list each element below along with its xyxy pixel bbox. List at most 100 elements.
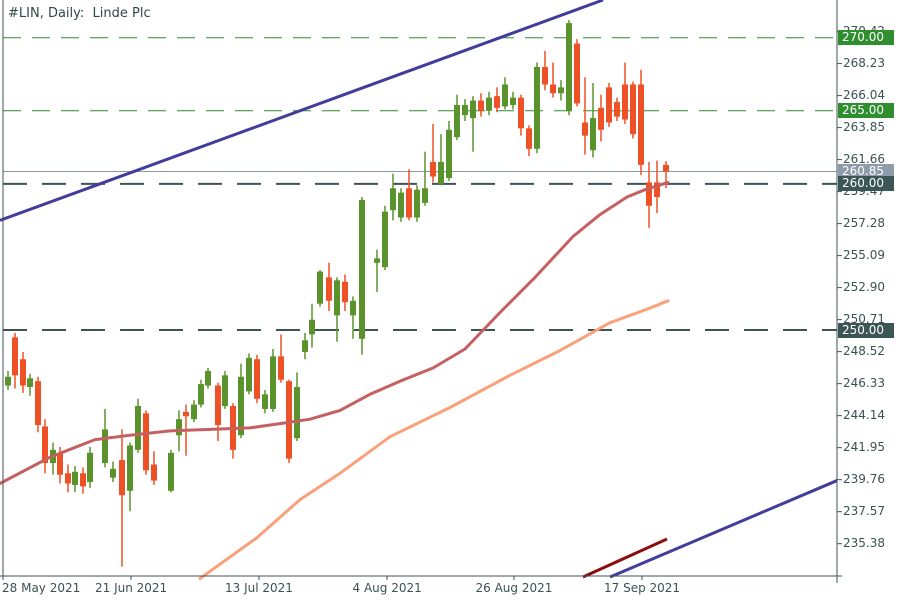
price-level-badge[interactable]: 265.00 — [838, 103, 894, 119]
chart-title: #LIN, Daily: Linde Plc — [8, 6, 151, 21]
candle-body-up — [454, 104, 460, 138]
candle-body-up — [176, 419, 182, 436]
y-axis-label: 257.28 — [843, 216, 885, 231]
x-axis-label: 21 Jun 2021 — [95, 581, 168, 595]
candle-body-up — [5, 376, 11, 386]
candle-body-up — [414, 189, 420, 218]
candle-body-up — [462, 104, 468, 116]
candle-body-up — [72, 471, 78, 485]
x-axis-label: 28 May 2021 — [2, 581, 81, 595]
candle-body-down — [646, 182, 652, 206]
candle-body-up — [398, 192, 404, 218]
x-axis-label: 26 Aug 2021 — [475, 581, 553, 595]
y-axis-label: 263.85 — [843, 120, 885, 135]
price-level-badge[interactable]: 260.00 — [838, 176, 894, 192]
candle-body-down — [526, 128, 532, 149]
x-axis-label: 17 Sep 2021 — [604, 581, 681, 595]
candle-body-up — [238, 376, 244, 436]
y-axis-label: 266.04 — [843, 88, 885, 103]
y-axis-label: 261.66 — [843, 152, 885, 167]
candle-body-down — [606, 87, 612, 123]
candle-body-down — [57, 452, 63, 475]
candle-body-down — [638, 84, 644, 165]
candle-body-up — [502, 84, 508, 107]
y-axis-label: 252.90 — [843, 280, 885, 295]
candle-body-up — [191, 404, 197, 420]
candle-body-down — [35, 381, 41, 426]
candle-body-down — [119, 460, 125, 496]
y-axis-label: 246.33 — [843, 376, 885, 391]
candle-body-up — [127, 445, 133, 491]
candle-body-up — [270, 356, 276, 409]
candle-body-up — [110, 468, 116, 478]
candle-body-up — [309, 319, 315, 335]
y-axis-label: 237.57 — [843, 504, 885, 519]
current-price-badge[interactable]: 260.85 — [838, 163, 894, 179]
candle-body-down — [622, 84, 628, 120]
candle-body-down — [215, 385, 221, 426]
candle-body-up — [222, 375, 228, 407]
candle-body-down — [278, 356, 284, 380]
candle-body-down — [582, 122, 588, 136]
y-axis-label: 244.14 — [843, 408, 885, 423]
candle-body-down — [542, 66, 548, 85]
candle-body-up — [302, 340, 308, 352]
candle-body-up — [350, 300, 356, 316]
candle-body-down — [151, 464, 157, 481]
candle-body-down — [326, 277, 332, 301]
candle-body-down — [12, 337, 18, 376]
candle-body-up — [566, 23, 572, 111]
candle-body-up — [382, 211, 388, 268]
y-axis-label: 241.95 — [843, 440, 885, 455]
candle-body-down — [574, 43, 580, 104]
candle-body-down — [518, 97, 524, 129]
ma-slow-line[interactable] — [198, 299, 670, 580]
candle-body-up — [102, 429, 108, 464]
candle-body-down — [478, 100, 484, 111]
candle-body-down — [143, 413, 149, 471]
candle-body-down — [65, 473, 71, 484]
candle-body-down — [654, 182, 660, 198]
y-axis-label: 239.76 — [843, 472, 885, 487]
candle-body-up — [438, 161, 444, 184]
x-axis-label: 4 Aug 2021 — [352, 581, 422, 595]
candle-body-up — [135, 406, 141, 450]
candle-body-down — [598, 107, 604, 130]
candle-body-up — [359, 199, 365, 339]
lower-channel-line[interactable] — [609, 479, 838, 579]
y-axis-label: 248.52 — [843, 344, 885, 359]
y-axis-label: 268.23 — [843, 56, 885, 71]
candle-body-down — [183, 411, 189, 417]
ma-fast-line[interactable] — [0, 180, 670, 485]
candle-body-up — [317, 271, 323, 304]
candle-body-down — [42, 426, 48, 464]
candle-body-down — [342, 281, 348, 303]
candle-body-up — [262, 394, 268, 409]
candle-body-down — [614, 102, 620, 117]
candle-body-up — [422, 188, 428, 203]
x-axis-label: 13 Jul 2021 — [225, 581, 293, 595]
price-level-badge[interactable]: 250.00 — [838, 322, 894, 338]
candle-body-up — [590, 118, 596, 151]
candle-body-down — [286, 381, 292, 459]
candle-body-up — [246, 357, 252, 392]
candle-body-up — [486, 97, 492, 111]
y-axis-label: 255.09 — [843, 248, 885, 263]
candle-body-down — [550, 84, 556, 94]
candle-body-up — [510, 97, 516, 105]
candle-body-up — [87, 452, 93, 483]
candle-body-up — [534, 66, 540, 149]
candle-body-up — [294, 387, 300, 439]
candle-body-up — [205, 370, 211, 386]
candle-body-down — [20, 359, 26, 386]
candle-body-down — [430, 161, 436, 177]
upper-channel-line[interactable] — [0, 0, 604, 222]
candle-body-down — [494, 96, 500, 108]
candle-body-up — [168, 452, 174, 491]
candle-body-up — [390, 188, 396, 211]
candle-body-down — [406, 188, 412, 218]
short-trendline[interactable] — [582, 537, 668, 579]
price-level-badge[interactable]: 270.00 — [838, 30, 894, 46]
